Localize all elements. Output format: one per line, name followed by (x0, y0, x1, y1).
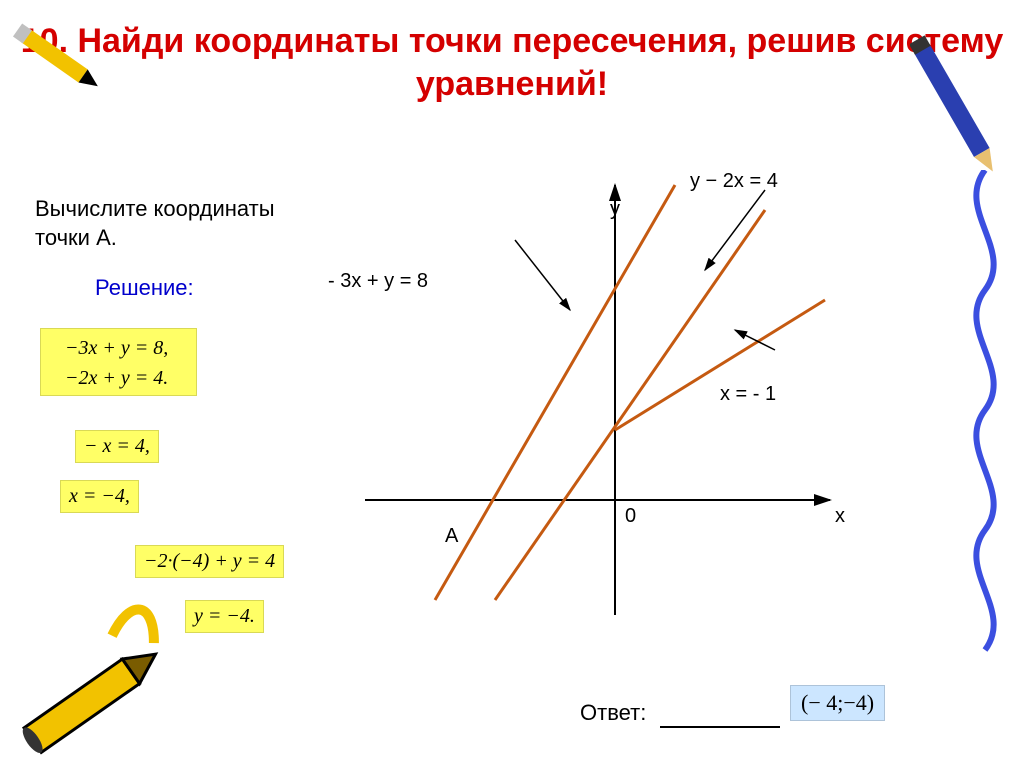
answer-blank-line (660, 726, 780, 728)
step-3: −2·(−4) + y = 4 (135, 545, 284, 578)
title-text: 10. Найди координаты точки пересечения, … (21, 22, 1004, 103)
pointer-arrow-1 (515, 240, 570, 310)
point-A-label: A (445, 525, 458, 548)
answer-value: (− 4;−4) (790, 685, 885, 721)
subtitle-text: Вычислите координаты точки А. (35, 195, 325, 252)
plot-line-3 (615, 300, 825, 430)
x-axis-label: x (835, 505, 845, 528)
system-eq-1: −3x + y = 8, (65, 333, 168, 363)
y-axis-label: y (610, 198, 620, 221)
pencil-decoration-top-left (0, 0, 110, 110)
plot-line-2 (495, 210, 765, 600)
solution-label: Решение: (95, 275, 194, 301)
pointer-arrow-2 (705, 190, 765, 270)
squiggle-decoration (950, 170, 1020, 670)
step-2: x = −4, (60, 480, 139, 513)
crayon-decoration-bottom-left (0, 590, 200, 767)
problem-title: 10. Найди координаты точки пересечения, … (0, 20, 1024, 105)
system-equations: −3x + y = 8, −2x + y = 4. (65, 333, 168, 393)
answer-label: Ответ: (580, 700, 646, 726)
coordinate-chart (355, 180, 835, 620)
origin-label: 0 (625, 505, 636, 528)
step-1: − x = 4, (75, 430, 159, 463)
system-eq-2: −2x + y = 4. (65, 363, 168, 393)
